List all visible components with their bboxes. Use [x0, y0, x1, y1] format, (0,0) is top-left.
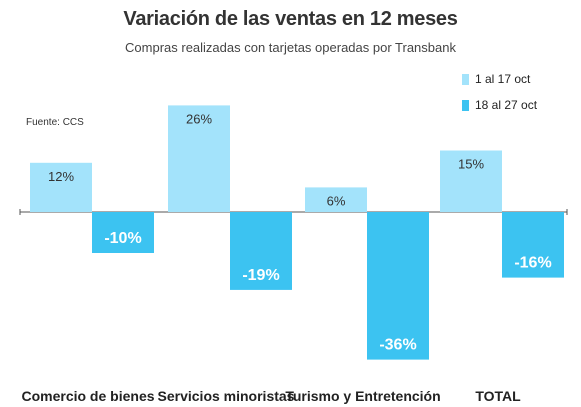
legend-swatch-series-b	[462, 99, 469, 111]
chart-subtitle: Compras realizadas con tarjetas operadas…	[125, 40, 456, 55]
data-label-series-b: -16%	[514, 255, 551, 272]
bar-series-a	[305, 187, 367, 212]
bar-series-b	[230, 212, 292, 290]
bar-series-a	[440, 150, 502, 212]
data-label-series-b: -19%	[242, 267, 279, 284]
data-label-series-a: 15%	[458, 157, 484, 172]
source-note: Fuente: CCS	[26, 117, 84, 128]
legend-swatch-series-a	[462, 73, 469, 85]
bar-series-b	[92, 212, 154, 253]
legend: 1 al 17 oct 18 al 27 oct	[462, 68, 537, 120]
data-label-series-b: -10%	[104, 230, 141, 247]
bar-series-b	[367, 212, 429, 360]
data-label-series-a: 6%	[327, 193, 346, 208]
category-label: Servicios minoristas	[158, 388, 295, 404]
bar-series-b	[502, 212, 564, 278]
legend-label-series-a: 1 al 17 oct	[475, 72, 531, 86]
category-label: Comercio de bienes	[21, 388, 154, 404]
bar-series-a	[168, 105, 230, 212]
bar-series-a	[30, 162, 92, 212]
legend-item-series-b: 18 al 27 oct	[462, 94, 537, 116]
legend-item-series-a: 1 al 17 oct	[462, 68, 537, 90]
data-label-series-a: 26%	[186, 111, 212, 126]
legend-label-series-b: 18 al 27 oct	[475, 98, 538, 112]
category-label: Turismo y Entretención	[285, 388, 440, 404]
data-label-series-a: 12%	[48, 169, 74, 184]
chart-title: Variación de las ventas en 12 meses	[123, 8, 458, 30]
category-label: TOTAL	[475, 388, 521, 404]
data-label-series-b: -36%	[379, 337, 416, 354]
